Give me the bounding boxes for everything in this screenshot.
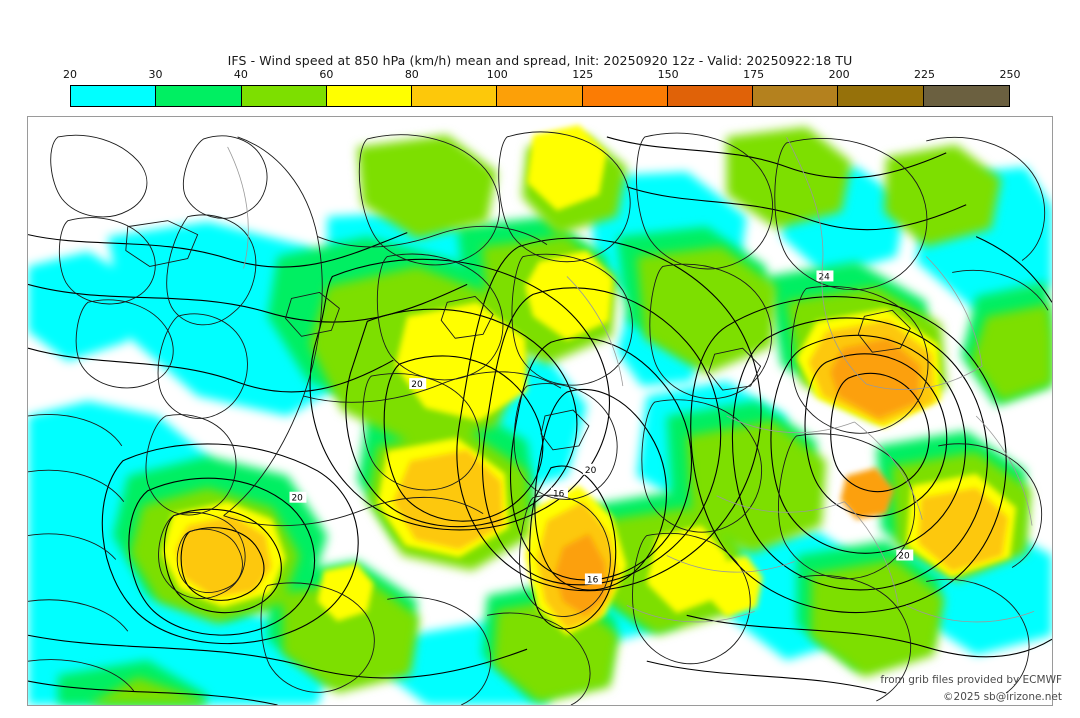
colorbar-segment-80-100 (412, 86, 498, 106)
svg-text:24: 24 (818, 272, 830, 282)
colorbar-tick-175: 175 (743, 68, 765, 81)
colorbar-segment-125-150 (582, 86, 668, 106)
colorbar-swatches (70, 85, 1010, 107)
map-canvas[interactable]: 20 16 20 20 24 16 20 (27, 116, 1053, 706)
data-source-attribution: from grib files provided by ECMWF (880, 674, 1062, 686)
page-title: IFS - Wind speed at 850 hPa (km/h) mean … (227, 53, 853, 68)
colorbar-tick-20: 20 (63, 68, 77, 81)
colorbar-segment-30-40 (156, 86, 242, 106)
political-borders (227, 136, 1035, 623)
band-100-125 (554, 338, 921, 616)
colorbar-tick-80: 80 (404, 68, 419, 81)
svg-text:20: 20 (411, 380, 423, 390)
colorbar-tick-30: 30 (148, 68, 163, 81)
svg-text:20: 20 (585, 466, 597, 476)
colorbar-tick-60: 60 (319, 68, 334, 81)
colorbar-segment-225-250 (923, 86, 1009, 106)
svg-text:16: 16 (587, 575, 599, 585)
svg-text:16: 16 (553, 490, 565, 500)
map-svg: 20 16 20 20 24 16 20 (28, 117, 1052, 705)
colorbar-tick-250: 250 (999, 68, 1021, 81)
colorbar-segment-175-200 (753, 86, 839, 106)
colorbar-segment-200-225 (838, 86, 924, 106)
svg-text:20: 20 (898, 552, 910, 562)
colorbar-tick-150: 150 (657, 68, 679, 81)
colorbar-segment-100-125 (497, 86, 583, 106)
colorbar: 20 30 40 60 80 100 125 150 175 200 225 250 (63, 68, 1021, 108)
svg-text:20: 20 (291, 494, 303, 504)
colorbar-tick-100: 100 (486, 68, 508, 81)
colorbar-tick-200: 200 (828, 68, 850, 81)
copyright-attribution: ©2025 sb@irizone.net (943, 691, 1062, 703)
wind-speed-mean-shading: 20 16 20 20 24 16 20 (28, 117, 1052, 705)
colorbar-segment-150-175 (667, 86, 754, 106)
coastlines (28, 131, 1049, 705)
colorbar-tick-225: 225 (914, 68, 936, 81)
colorbar-tick-125: 125 (572, 68, 594, 81)
contour-value-labels: 20 16 20 20 24 16 20 (289, 270, 914, 585)
colorbar-tick-labels: 20 30 40 60 80 100 125 150 175 200 225 250 (63, 68, 1021, 84)
colorbar-segment-40-60 (241, 86, 327, 106)
colorbar-tick-40: 40 (233, 68, 248, 81)
colorbar-segment-60-80 (326, 86, 413, 106)
colorbar-segment-20-30 (71, 86, 157, 106)
